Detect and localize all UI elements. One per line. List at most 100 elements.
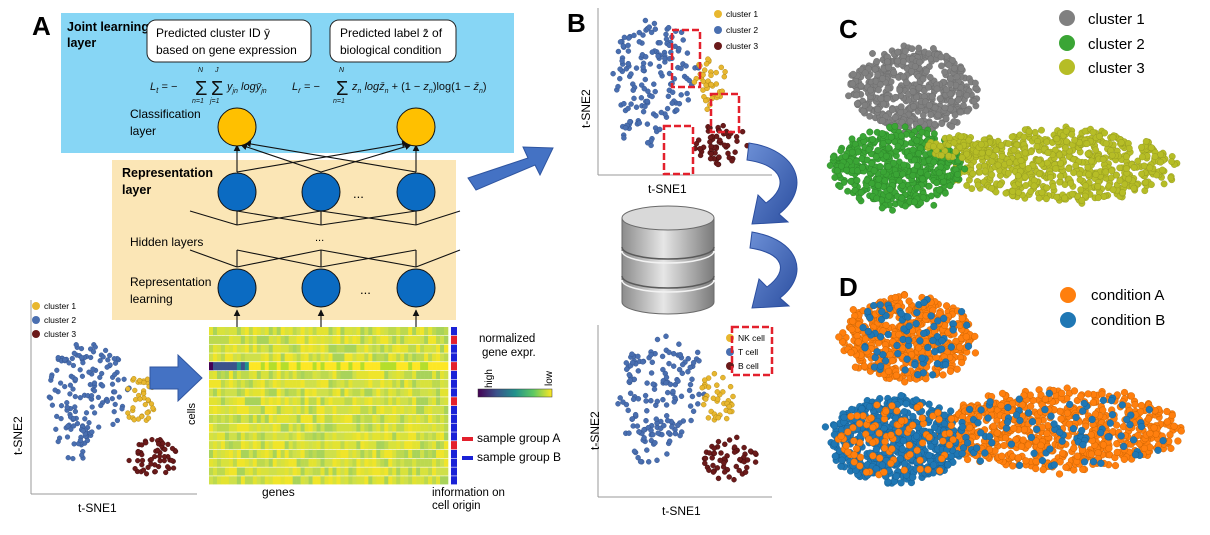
heatmap-cell <box>273 450 277 458</box>
heatmap-cell <box>305 467 309 475</box>
cluster-2-point <box>78 367 83 372</box>
cluster-2-point <box>675 423 680 428</box>
tsne-b-top-y-label: t-SNE2 <box>579 89 593 128</box>
heatmap-cell <box>372 476 376 484</box>
heatmap-cell <box>432 441 436 449</box>
heatmap-cell <box>388 476 392 484</box>
heatmap-cell <box>332 476 336 484</box>
cluster-2-point <box>644 408 649 413</box>
heatmap-cell <box>253 327 257 335</box>
heatmap-cell <box>376 336 380 344</box>
heatmap-cell <box>404 327 408 335</box>
heatmap-cell <box>336 345 340 353</box>
heatmap-cell <box>368 467 372 475</box>
heatmap-cell <box>285 388 289 396</box>
heatmap-cell <box>257 336 261 344</box>
cluster-2-point <box>110 382 115 387</box>
cluster-2-point <box>73 377 78 382</box>
cluster-3-point <box>753 460 758 465</box>
heatmap-cell <box>225 441 229 449</box>
heatmap-cell <box>388 397 392 405</box>
heatmap-cell <box>253 371 257 379</box>
heatmap-cell <box>317 380 321 388</box>
heatmap-cell <box>241 415 245 423</box>
heatmap-cell <box>396 371 400 379</box>
heatmap-cell <box>301 380 305 388</box>
heatmap-cell <box>384 441 388 449</box>
heatmap-cell <box>217 476 221 484</box>
cluster-3-point <box>156 464 161 469</box>
cluster-3-point <box>150 437 155 442</box>
cluster-3-point <box>1090 129 1096 135</box>
cluster-2-point <box>658 70 663 75</box>
cluster-3-point <box>986 150 992 156</box>
heatmap-cell <box>313 459 317 467</box>
heatmap-cell <box>281 327 285 335</box>
heatmap-cell <box>444 467 448 475</box>
heatmap-cell <box>261 459 265 467</box>
heatmap-cell <box>428 467 432 475</box>
cluster-3-point <box>997 182 1003 188</box>
heatmap-cell <box>249 406 253 414</box>
cluster-2-point <box>663 334 668 339</box>
heatmap-cell <box>253 362 257 370</box>
cluster-1-point <box>907 118 913 124</box>
cluster-3-point <box>1110 187 1116 193</box>
heatmap-cell <box>388 353 392 361</box>
condition-a-point <box>1042 396 1049 403</box>
ellipsis-hidden: ... <box>315 232 324 244</box>
cluster-2-point <box>105 358 110 363</box>
cluster-1-point <box>867 87 873 93</box>
cluster-2-point <box>631 33 636 38</box>
heatmap-cell <box>380 345 384 353</box>
cluster-2-point <box>902 124 908 130</box>
block-arrow-icon <box>468 147 553 190</box>
heatmap-cell <box>400 476 404 484</box>
cluster-3-point <box>716 476 721 481</box>
condition-a-point <box>1021 426 1028 433</box>
cluster-3-point <box>970 171 976 177</box>
cluster-2-point <box>88 382 93 387</box>
condition-b-point <box>947 408 954 415</box>
cell-origin-bar <box>451 406 457 414</box>
cluster-2-point <box>660 367 665 372</box>
cluster-2-point <box>664 375 669 380</box>
heatmap-cell <box>368 415 372 423</box>
heatmap-cell <box>376 345 380 353</box>
heatmap-cell <box>241 441 245 449</box>
cluster-1-point <box>709 82 714 87</box>
heatmap-cell <box>281 345 285 353</box>
cluster-3-point <box>937 143 943 149</box>
heatmap-cell <box>352 432 356 440</box>
cluster-2-point <box>644 398 649 403</box>
cluster-3-point <box>139 443 144 448</box>
cluster-3-point <box>1056 152 1062 158</box>
cluster-2-point <box>89 393 94 398</box>
cell-origin-bar <box>451 336 457 344</box>
heatmap-cell <box>432 459 436 467</box>
heatmap-cell <box>332 467 336 475</box>
heatmap-cell <box>249 441 253 449</box>
heatmap-cell <box>440 353 444 361</box>
condition-a-point <box>1058 416 1065 423</box>
heatmap-cell <box>293 467 297 475</box>
cluster-1-point <box>898 104 904 110</box>
heatmap-cell <box>368 336 372 344</box>
heatmap-cell <box>368 327 372 335</box>
cluster-3-point <box>1157 159 1163 165</box>
joint-layer-title-1: Joint learning <box>67 20 149 34</box>
cluster-3-point <box>1123 154 1129 160</box>
cluster-3-point <box>1123 165 1129 171</box>
heatmap-cell <box>213 380 217 388</box>
heatmap-cell <box>420 467 424 475</box>
cluster-3-point <box>1039 189 1045 195</box>
cluster-3-point <box>1056 179 1062 185</box>
heatmap-cell <box>428 371 432 379</box>
heatmap-cell <box>225 371 229 379</box>
heatmap-cell <box>440 388 444 396</box>
heatmap-cell <box>253 424 257 432</box>
heatmap-cell <box>221 450 225 458</box>
heatmap-cell <box>364 336 368 344</box>
heatmap-cell <box>289 432 293 440</box>
heatmap-cell <box>348 467 352 475</box>
